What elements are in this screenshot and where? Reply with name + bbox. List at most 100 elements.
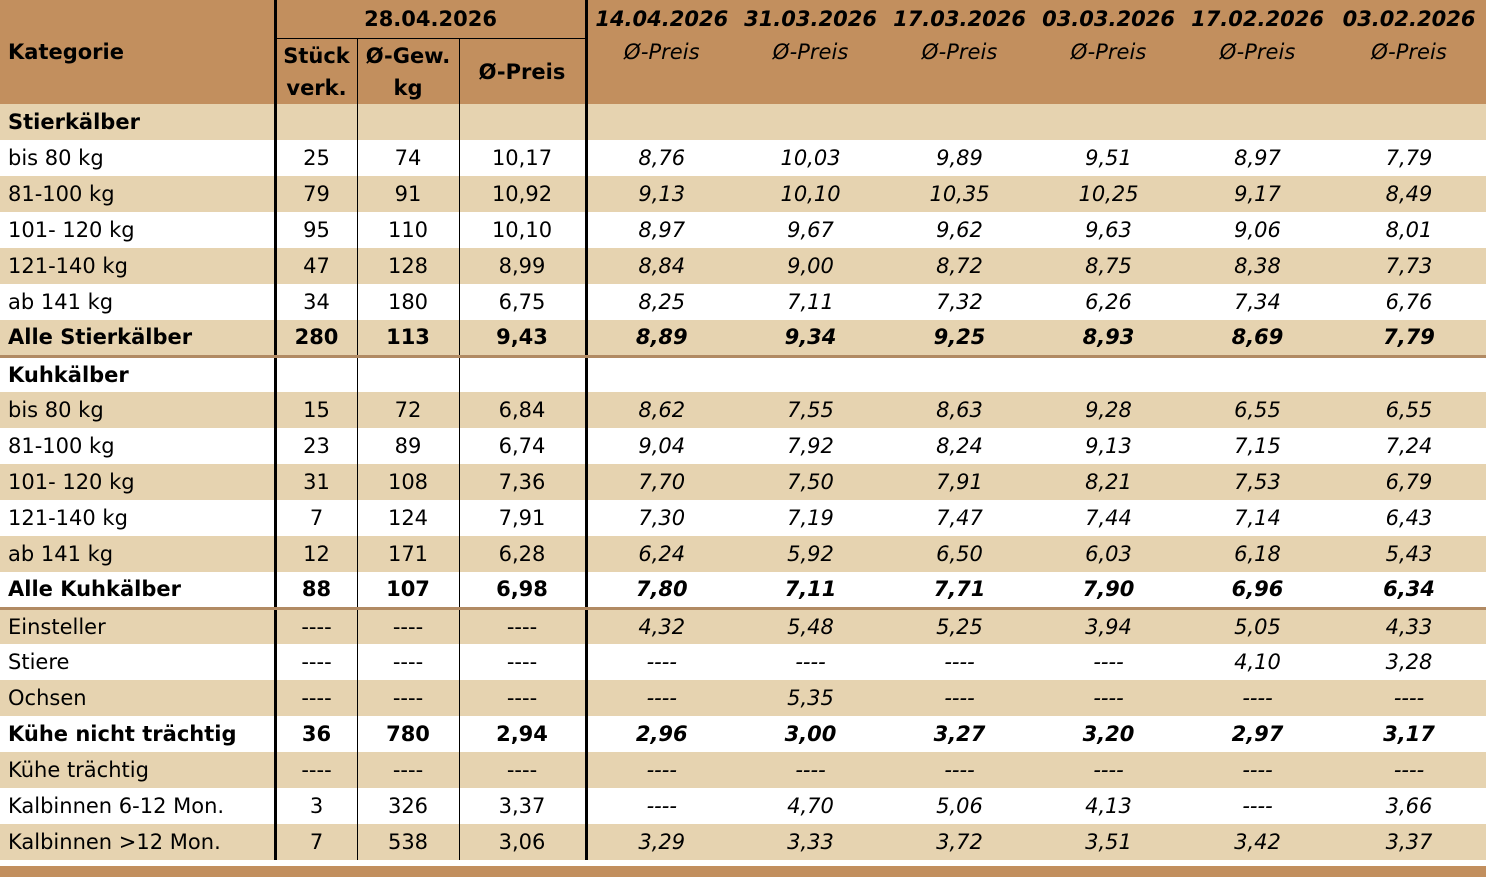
history-value-cell: 6,03	[1034, 536, 1184, 572]
row-label: Ochsen	[0, 680, 275, 716]
header-stueck-line1: Stück	[283, 43, 350, 68]
history-value-cell: 7,55	[736, 392, 886, 428]
current-value-cell: 91	[356, 176, 459, 212]
history-value-cell: 10,35	[885, 176, 1035, 212]
history-value-cell: 8,21	[1034, 464, 1184, 500]
current-value-cell: ----	[356, 752, 459, 788]
history-value-cell: 3,29	[584, 824, 737, 860]
history-value-cell	[1332, 356, 1486, 392]
history-value-cell: 7,92	[736, 428, 886, 464]
current-value-cell: 7,91	[458, 500, 587, 536]
history-value-cell: 8,72	[885, 248, 1035, 284]
bottom-bar	[0, 866, 1486, 877]
row-label: Alle Stierkälber	[0, 320, 275, 358]
history-value-cell: 8,84	[584, 248, 737, 284]
current-value-cell: 34	[273, 284, 357, 320]
row-label: Kalbinnen 6-12 Mon.	[0, 788, 275, 824]
history-value-cell: ----	[1034, 644, 1184, 680]
total-row: Alle Stierkälber 280 113 9,43 8,89 9,34 9,25 8,…	[0, 320, 1486, 358]
current-value-cell: 6,98	[458, 572, 587, 610]
history-value-cell: ----	[1034, 752, 1184, 788]
current-value-cell: 74	[356, 140, 459, 176]
current-value-cell: 110	[356, 212, 459, 248]
history-date: 14.04.2026	[595, 7, 729, 31]
current-value-cell: 95	[273, 212, 357, 248]
row-label: ab 141 kg	[0, 284, 275, 320]
current-value-cell	[273, 104, 357, 140]
history-value-cell: 9,34	[736, 320, 886, 358]
history-value-cell: 3,28	[1332, 644, 1486, 680]
row-label: 101- 120 kg	[0, 212, 275, 248]
history-value-cell: 8,97	[1183, 140, 1333, 176]
history-value-cell: 3,27	[885, 716, 1035, 752]
row-label: bis 80 kg	[0, 392, 275, 428]
history-value-cell: 7,30	[584, 500, 737, 536]
current-value-cell: 107	[356, 572, 459, 610]
history-value-cell	[1034, 104, 1184, 140]
current-value-cell: 113	[356, 320, 459, 358]
history-value-cell: 7,15	[1183, 428, 1333, 464]
history-value-cell: 6,34	[1332, 572, 1486, 610]
history-value-cell: 8,38	[1183, 248, 1333, 284]
history-value-cell: 5,06	[885, 788, 1035, 824]
history-value-cell: 5,25	[885, 608, 1035, 644]
current-value-cell: 47	[273, 248, 357, 284]
history-value-cell: 3,33	[736, 824, 886, 860]
history-value-cell: 8,63	[885, 392, 1035, 428]
current-value-cell: 280	[273, 320, 357, 358]
row-label: Kühe trächtig	[0, 752, 275, 788]
history-value-cell: ----	[1332, 680, 1486, 716]
table-row: bis 80 kg 25 74 10,17 8,76 10,03 9,89 9,51 8,97 7…	[0, 140, 1486, 176]
history-value-cell: 5,92	[736, 536, 886, 572]
history-value-cell: 9,25	[885, 320, 1035, 358]
header-history-col-3: 17.03.2026 Ø-Preis	[885, 0, 1035, 104]
history-value-cell	[736, 104, 886, 140]
history-value-cell: 7,70	[584, 464, 737, 500]
current-value-cell: 79	[273, 176, 357, 212]
header-gewicht-line2: kg	[393, 75, 423, 100]
history-value-cell: 7,19	[736, 500, 886, 536]
current-value-cell: ----	[273, 644, 357, 680]
current-value-cell: 3	[273, 788, 357, 824]
section-row: Kuhkälber	[0, 356, 1486, 392]
history-date: 03.03.2026	[1042, 7, 1175, 31]
history-value-cell: 6,76	[1332, 284, 1486, 320]
history-value-cell: ----	[584, 644, 737, 680]
history-value-cell: 4,70	[736, 788, 886, 824]
history-value-cell: 5,05	[1183, 608, 1333, 644]
table-body: Stierkälber bis 80 kg 25 74 10,17 8,76 10,03 9,…	[0, 104, 1486, 860]
history-value-cell: 9,51	[1034, 140, 1184, 176]
current-value-cell: 9,43	[458, 320, 587, 358]
history-value-cell: 5,43	[1332, 536, 1486, 572]
history-value-cell: 8,69	[1183, 320, 1333, 358]
row-label: Kuhkälber	[0, 356, 275, 392]
row-label: 121-140 kg	[0, 248, 275, 284]
history-value-cell: 7,71	[885, 572, 1035, 610]
history-value-cell: 8,25	[584, 284, 737, 320]
history-value-cell: 8,49	[1332, 176, 1486, 212]
history-value-cell	[584, 104, 737, 140]
history-label: Ø-Preis	[624, 40, 700, 64]
header-history-col-1: 14.04.2026 Ø-Preis	[584, 0, 737, 104]
history-value-cell	[1183, 104, 1333, 140]
history-value-cell: 2,96	[584, 716, 737, 752]
history-value-cell: ----	[885, 644, 1035, 680]
history-value-cell: ----	[736, 752, 886, 788]
total-row: Kühe nicht trächtig 36 780 2,94 2,96 3,00 3,27…	[0, 716, 1486, 752]
history-value-cell: 8,24	[885, 428, 1035, 464]
history-value-cell: 4,33	[1332, 608, 1486, 644]
history-value-cell: 7,73	[1332, 248, 1486, 284]
current-value-cell	[273, 356, 357, 392]
history-date: 03.02.2026	[1342, 7, 1476, 31]
row-label: 81-100 kg	[0, 428, 275, 464]
table-row: 81-100 kg 23 89 6,74 9,04 7,92 8,24 9,13 7,15 7,2…	[0, 428, 1486, 464]
table-row: Kalbinnen >12 Mon. 7 538 3,06 3,29 3,33 3,72 3,…	[0, 824, 1486, 860]
header-kategorie: Kategorie	[0, 0, 275, 104]
history-value-cell: 4,32	[584, 608, 737, 644]
history-value-cell	[736, 356, 886, 392]
history-value-cell: 7,11	[736, 284, 886, 320]
history-value-cell: ----	[1183, 752, 1333, 788]
table-row: 121-140 kg 7 124 7,91 7,30 7,19 7,47 7,44 7,14 6,…	[0, 500, 1486, 536]
history-value-cell	[1183, 356, 1333, 392]
history-value-cell: 9,06	[1183, 212, 1333, 248]
